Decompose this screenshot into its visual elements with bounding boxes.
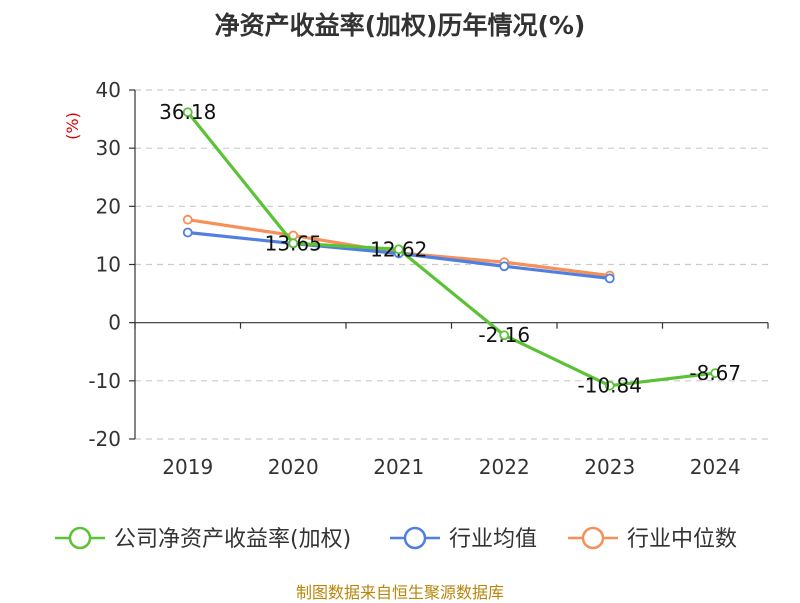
x-tick-label: 2021 xyxy=(373,455,424,479)
y-tick-label: -20 xyxy=(88,427,121,451)
data-point xyxy=(182,227,193,238)
x-tick-label: 2020 xyxy=(268,455,319,479)
legend[interactable]: 公司净资产收益率(加权) 行业均值 行业中位数 xyxy=(55,526,737,552)
series-lines xyxy=(182,107,721,391)
data-point xyxy=(499,261,510,272)
data-point xyxy=(604,380,615,391)
data-label: -8.67 xyxy=(689,361,741,385)
data-point xyxy=(604,273,615,284)
data-label: -10.84 xyxy=(578,374,642,398)
data-label: 12.62 xyxy=(370,237,427,261)
y-tick-label: 0 xyxy=(108,311,121,335)
legend-marker xyxy=(68,526,92,550)
data-label: 13.65 xyxy=(265,231,322,255)
y-tick-label: -10 xyxy=(88,369,121,393)
series-line xyxy=(186,111,716,388)
x-tick-label: 2024 xyxy=(690,455,741,479)
y-axis-unit-label: (%) xyxy=(63,112,82,140)
axes xyxy=(129,89,769,440)
y-tick-label: 30 xyxy=(96,136,121,160)
data-label: 36.18 xyxy=(159,100,216,124)
y-tick-label: 40 xyxy=(96,78,121,102)
y-tick-label: 20 xyxy=(96,194,121,218)
data-point xyxy=(499,330,510,341)
tick-labels: -20 -10 0 10 20 30 40 2019 2020 2021 2022 2023 2024 (… xyxy=(63,78,741,479)
x-tick-label: 2019 xyxy=(162,455,213,479)
x-tick-label: 2022 xyxy=(479,455,530,479)
legend-marker xyxy=(581,526,605,550)
data-source-note: 制图数据来自恒生聚源数据库 xyxy=(295,583,504,602)
data-label: -2.16 xyxy=(478,323,530,347)
chart-title: 净资产收益率(加权)历年情况(%) xyxy=(214,11,586,40)
legend-marker xyxy=(403,526,427,550)
data-point xyxy=(288,238,299,249)
data-labels: 36.18 13.65 12.62 -2.16 -10.84 -8.67 xyxy=(159,100,741,397)
y-tick-label: 10 xyxy=(96,253,121,277)
legend-label: 公司净资产收益率(加权) xyxy=(114,527,351,552)
data-point xyxy=(710,368,721,378)
x-tick-label: 2023 xyxy=(584,455,635,479)
data-point xyxy=(182,214,193,225)
legend-label: 行业中位数 xyxy=(627,527,737,552)
grid-lines xyxy=(135,89,768,440)
data-point xyxy=(393,244,404,255)
data-point xyxy=(182,107,193,118)
legend-label: 行业均值 xyxy=(449,527,537,552)
